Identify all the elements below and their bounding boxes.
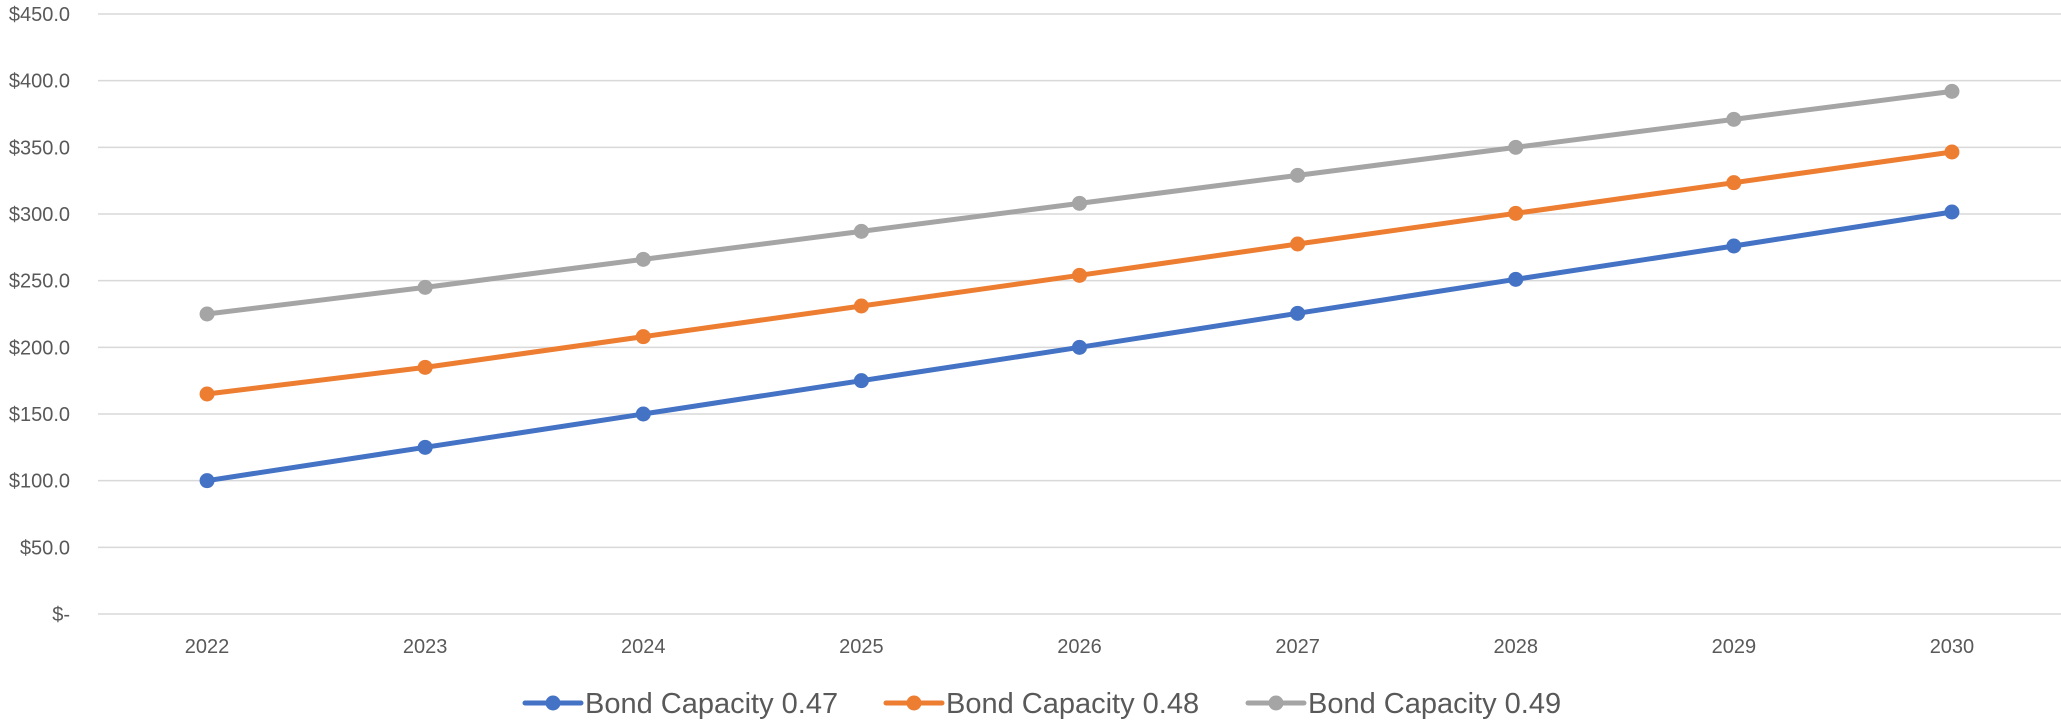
y-tick-label: $- [52,604,70,626]
y-tick-label: $200.0 [9,337,70,359]
y-tick-label: $50.0 [20,537,70,559]
series-1 [199,204,1960,489]
data-point [199,473,215,489]
data-point [1072,267,1087,283]
y-tick-label: $400.0 [9,71,70,93]
legend-label: Bond Capacity 0.49 [1308,688,1561,720]
legend-marker [545,695,561,711]
data-point [1944,83,1960,99]
data-point [635,329,651,345]
series-2 [199,144,1960,402]
data-point [417,439,433,455]
data-point [1072,339,1087,355]
x-tick-label: 2024 [621,636,666,658]
legend-item: Bond Capacity 0.49 [1245,688,1561,720]
data-point [635,251,651,267]
x-tick-label: 2023 [403,636,448,658]
y-tick-label: $450.0 [9,4,70,26]
series-lines [199,83,1960,489]
data-point [1508,271,1524,287]
gridlines [98,13,2061,615]
legend-marker [1268,695,1284,711]
x-axis-tick-labels: 2022 2023 2024 2025 2026 2027 2028 2029 2030 [185,636,1974,658]
data-point [1072,195,1087,211]
y-tick-label: $300.0 [9,204,70,226]
x-tick-label: 2022 [185,636,230,658]
data-point [1508,139,1524,155]
data-point [1290,167,1306,183]
y-tick-label: $350.0 [9,137,70,159]
y-tick-label: $150.0 [9,404,70,426]
x-tick-label: 2025 [839,636,884,658]
data-point [1508,205,1524,221]
y-axis-tick-labels: $- $50.0 $100.0 $150.0 $200.0 $250.0 $300.0 $35… [9,4,70,626]
data-point [1726,238,1742,254]
data-point [199,306,215,322]
series-3 [199,83,1960,322]
legend-marker [906,695,922,711]
data-point [853,373,869,389]
data-point [1726,175,1742,191]
legend-item: Bond Capacity 0.47 [522,688,838,720]
data-point [635,406,651,422]
x-tick-label: 2030 [1930,636,1975,658]
x-tick-label: 2027 [1275,636,1320,658]
data-point [417,279,433,295]
x-tick-label: 2026 [1057,636,1102,658]
data-point [853,298,869,314]
data-point [199,386,215,402]
data-point [417,359,433,375]
legend-item: Bond Capacity 0.48 [883,688,1199,720]
y-tick-label: $250.0 [9,271,70,293]
data-point [1944,144,1960,160]
data-point [853,223,869,239]
data-point [1944,204,1960,220]
data-point [1290,236,1306,252]
legend-label: Bond Capacity 0.48 [946,688,1199,720]
data-point [1726,111,1742,127]
data-point [1290,305,1306,321]
x-tick-label: 2029 [1712,636,1757,658]
legend: Bond Capacity 0.47 Bond Capacity 0.48 Bond… [522,688,1561,720]
x-tick-label: 2028 [1493,636,1538,658]
legend-label: Bond Capacity 0.47 [585,688,838,720]
y-tick-label: $100.0 [9,471,70,493]
